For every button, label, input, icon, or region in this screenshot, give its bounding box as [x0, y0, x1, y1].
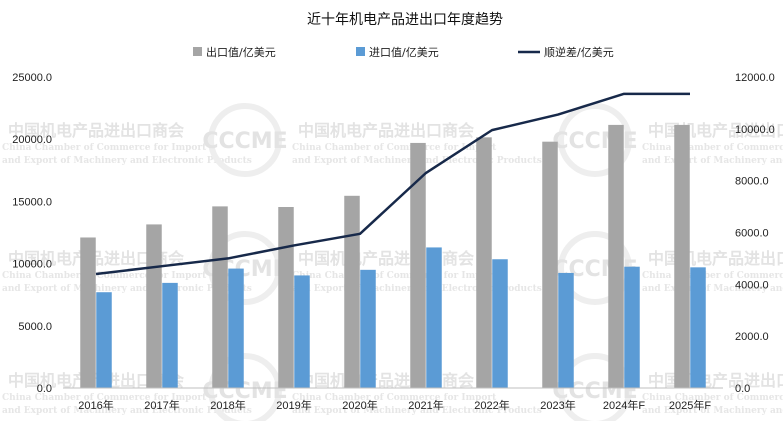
- watermark-org-en-1: China Chamber of Commerce for Import: [2, 143, 207, 153]
- y-right-tick-label: 0.0: [735, 383, 750, 395]
- y-axis-left: 0.0 5000.0 10000.0 15000.0 20000.0 25000.0: [12, 72, 52, 395]
- x-tick-label: 2018年: [210, 398, 245, 412]
- watermark-org-en-2: and Export of Machinery and Electronic P…: [292, 406, 542, 416]
- y-right-tick-label: 8000.0: [735, 176, 769, 188]
- x-tick-label: 2022年: [474, 398, 509, 412]
- bar-export: [278, 206, 294, 388]
- watermark-org-cn: 中国机电产品进出口商会: [648, 249, 783, 268]
- line-series-group: [95, 92, 691, 276]
- x-tick-label: 2021年: [408, 398, 443, 412]
- legend: 出口值/亿美元 进口值/亿美元 顺逆差/亿美元: [193, 45, 614, 59]
- watermark-org-en-1: China Chamber of Commerce for Import: [642, 143, 783, 153]
- watermark-org-en-1: China Chamber of Commerce for Import: [292, 271, 497, 281]
- bar-import: [690, 267, 706, 388]
- watermark-logo-gear: [208, 353, 282, 421]
- watermark-org-cn: 中国机电产品进出口商会: [298, 121, 474, 140]
- y-left-tick-label: 20000.0: [12, 134, 52, 146]
- y-right-tick-label: 10000.0: [735, 124, 775, 136]
- bar-export: [476, 137, 492, 388]
- y-left-tick-label: 15000.0: [12, 196, 52, 208]
- legend-label: 进口值/亿美元: [369, 46, 439, 59]
- bar-export: [608, 124, 624, 389]
- watermark-org-en-1: China Chamber of Commerce for Import: [642, 271, 783, 281]
- watermark-org-en-1: China Chamber of Commerce for Import: [642, 393, 783, 403]
- watermark-org-cn: 中国机电产品进出口商会: [648, 371, 783, 390]
- y-left-tick-label: 25000.0: [12, 72, 52, 84]
- bar-import: [294, 275, 310, 388]
- y-right-tick-label: 2000.0: [735, 331, 769, 343]
- y-left-tick-label: 5000.0: [18, 321, 52, 333]
- bar-series-group: [80, 124, 706, 389]
- watermark-logo-text: CCCME: [552, 129, 637, 154]
- y-right-tick-label: 4000.0: [735, 279, 769, 291]
- y-axis-right: 0.0 2000.0 4000.0 6000.0 8000.0 10000.0 12000.…: [735, 72, 775, 395]
- watermark-org-en-2: and Export of Machinery and Electronic P…: [642, 156, 783, 166]
- y-left-tick-label: 10000.0: [12, 259, 52, 271]
- x-tick-label: 2019年: [276, 398, 311, 412]
- bar-import: [558, 272, 574, 388]
- bar-import: [162, 282, 178, 388]
- watermark-logo-gear: [558, 353, 632, 421]
- legend-label: 出口值/亿美元: [206, 45, 276, 59]
- watermark-org-cn: 中国机电产品进出口商会: [8, 249, 184, 268]
- bar-export: [146, 224, 162, 388]
- watermark-org-en-2: and Export of Machinery and Electronic P…: [2, 156, 252, 166]
- x-tick-label: 2025年F: [669, 398, 711, 412]
- x-tick-label: 2016年: [78, 398, 113, 412]
- bar-export: [674, 124, 690, 389]
- x-axis: 2016年 2017年 2018年 2019年 2020年 2021年 2022年 2023年…: [78, 398, 711, 412]
- watermark-org-en-2: and Export of Machinery and Electronic P…: [2, 406, 252, 416]
- bar-import: [96, 292, 112, 388]
- bar-export: [344, 195, 360, 388]
- watermark-layer: 中国机电产品进出口商会 China Chamber of Commerce for…: [2, 103, 783, 421]
- watermark-logo-gear: [558, 103, 632, 177]
- watermark-org-en-1: China Chamber of Commerce for Import: [2, 393, 207, 403]
- legend-swatch: [193, 47, 202, 56]
- x-tick-label: 2023年: [540, 398, 575, 412]
- bar-export: [410, 142, 426, 388]
- legend-label: 顺逆差/亿美元: [544, 45, 614, 59]
- watermark-org-en-2: and Export of Machinery and Electronic P…: [642, 284, 783, 294]
- line-balance: [95, 92, 690, 276]
- x-tick-label: 2024年F: [603, 398, 645, 412]
- bar-import: [360, 269, 376, 388]
- bar-import: [492, 259, 508, 388]
- bar-import: [426, 247, 442, 388]
- watermark-org-en-1: China Chamber of Commerce for Import: [292, 393, 497, 403]
- watermark-org-cn: 中国机电产品进出口商会: [298, 249, 474, 268]
- chart-title: 近十年机电产品进出口年度趋势: [307, 12, 503, 28]
- watermark-logo-text: CCCME: [202, 129, 287, 154]
- watermark-org-en-1: China Chamber of Commerce for Import: [292, 143, 497, 153]
- bar-export: [542, 141, 558, 388]
- x-tick-label: 2020年: [342, 398, 377, 412]
- y-right-tick-label: 6000.0: [735, 228, 769, 240]
- bar-export: [80, 237, 96, 388]
- watermark-org-cn: 中国机电产品进出口商会: [8, 371, 184, 390]
- watermark-org-en-2: and Export of Machinery and Electronic P…: [2, 284, 252, 294]
- bar-export: [212, 206, 228, 388]
- y-left-tick-label: 0.0: [37, 383, 52, 395]
- watermark-org-cn: 中国机电产品进出口商会: [298, 371, 474, 390]
- bar-import: [624, 266, 640, 388]
- watermark-org-en-1: China Chamber of Commerce for Import: [2, 271, 207, 281]
- legend-swatch: [356, 47, 365, 56]
- watermark-org-cn: 中国机电产品进出口商会: [8, 121, 184, 140]
- y-right-tick-label: 12000.0: [735, 72, 775, 84]
- x-tick-label: 2017年: [144, 398, 179, 412]
- watermark-org-en-2: and Export of Machinery and Electronic P…: [642, 406, 783, 416]
- watermark-logo-gear: [208, 103, 282, 177]
- bar-import: [228, 268, 244, 388]
